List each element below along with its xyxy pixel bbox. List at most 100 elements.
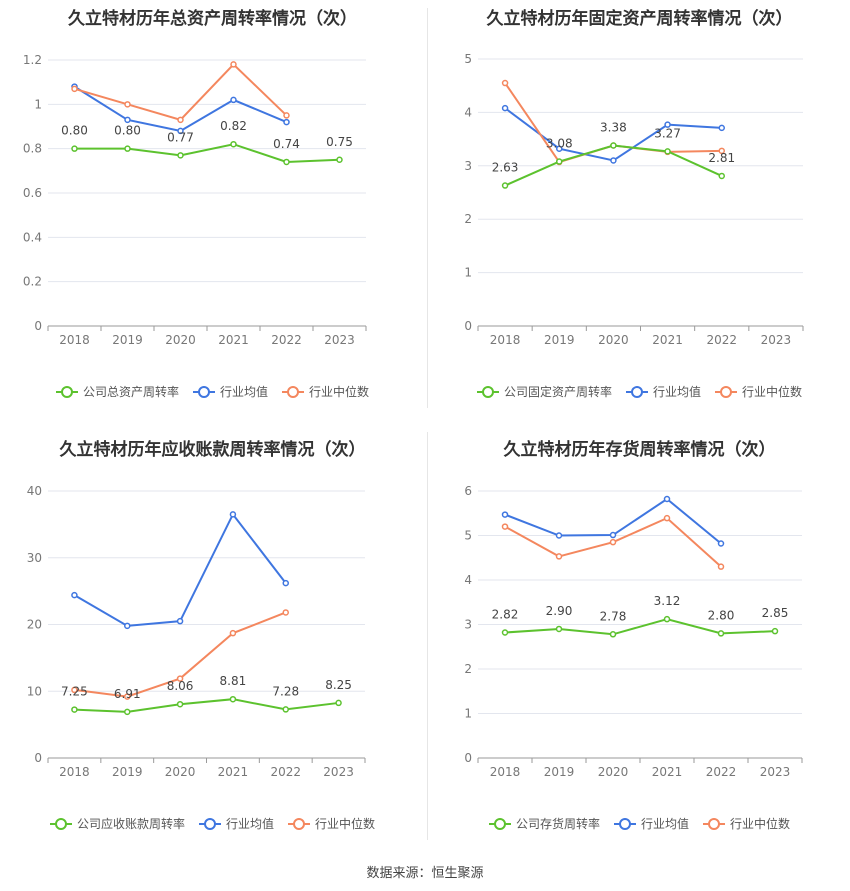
legend-label: 行业中位数 (309, 385, 370, 399)
legend-item[interactable]: 行业中位数 (703, 815, 790, 832)
data-point (501, 79, 509, 87)
data-point (609, 531, 617, 539)
series-line (73, 85, 287, 132)
y-tick-label: 4 (464, 573, 472, 587)
data-point (124, 708, 131, 716)
series-line (74, 143, 340, 163)
chart-title: 久立特材历年固定资产周转率情况（次） (486, 9, 793, 29)
data-label: 0.75 (326, 135, 353, 149)
data-point (718, 172, 725, 180)
x-tick-label: 2023 (761, 333, 792, 347)
data-point (336, 156, 343, 163)
legend-item[interactable]: 公司应收账款周转率 (49, 815, 185, 832)
legend-item[interactable]: 行业均值 (192, 383, 268, 400)
chart-legend: 公司总资产周转率 行业均值 行业中位数 (0, 383, 425, 400)
legend-marker (488, 817, 511, 830)
data-point (555, 532, 563, 539)
data-point (282, 579, 289, 587)
y-tick-label: 2 (464, 662, 472, 676)
chart-panel-inventory: 久立特材历年存货周转率情况（次） 0 1 2 3 4 5 6 2018 2019 2020 2021… (427, 432, 850, 864)
data-point (229, 695, 237, 703)
legend-item[interactable]: 行业均值 (613, 815, 689, 832)
chart-legend: 公司存货周转率 行业均值 行业中位数 (427, 815, 850, 832)
y-tick-label: 1 (34, 97, 42, 111)
legend-item[interactable]: 公司固定资产周转率 (476, 383, 612, 400)
data-label: 8.06 (167, 679, 194, 693)
data-point (501, 182, 509, 189)
data-point (501, 104, 509, 112)
chart-title: 久立特材历年应收账款周转率情况（次） (59, 440, 366, 460)
y-tick-label: 5 (464, 52, 472, 66)
chart-panel-total-assets: 久立特材历年总资产周转率情况（次） 0 0.2 0.4 0.6 0.8 1 1.2 2018 2… (0, 0, 425, 432)
x-tick-label: 2020 (598, 765, 629, 779)
data-label: 2.85 (762, 606, 789, 620)
data-point (664, 148, 671, 155)
chart-title: 久立特材历年存货周转率情况（次） (503, 440, 776, 460)
data-point (230, 140, 237, 148)
legend-item[interactable]: 行业中位数 (282, 383, 369, 400)
x-tick-label: 2023 (324, 333, 355, 347)
chart-legend: 公司应收账款周转率 行业均值 行业中位数 (0, 815, 425, 832)
data-point (283, 118, 290, 126)
y-tick-label: 0 (34, 751, 42, 765)
x-tick-label: 2020 (165, 333, 196, 347)
data-point (609, 631, 617, 638)
y-tick-label: 0.6 (23, 186, 42, 200)
legend-marker (476, 385, 499, 398)
legend-label: 行业均值 (652, 385, 701, 399)
legend-item[interactable]: 公司存货周转率 (488, 815, 600, 832)
legend-item[interactable]: 行业中位数 (715, 383, 802, 400)
x-tick-label: 2018 (59, 333, 90, 347)
x-tick-label: 2023 (323, 765, 354, 779)
x-tick-label: 2019 (112, 765, 143, 779)
legend-label: 行业中位数 (742, 385, 803, 399)
legend-label: 行业均值 (219, 385, 268, 399)
data-label: 3.08 (546, 137, 573, 151)
panel-divider (427, 432, 428, 840)
y-tick-label: 4 (464, 105, 472, 119)
data-point (124, 693, 131, 700)
y-tick-label: 0.8 (23, 142, 42, 156)
data-point (610, 157, 617, 164)
y-tick-label: 0.2 (23, 275, 42, 289)
legend-label: 行业中位数 (315, 817, 376, 831)
data-point (555, 625, 563, 633)
legend-item[interactable]: 公司总资产周转率 (55, 383, 179, 400)
data-point (663, 514, 671, 522)
legend-label: 行业中位数 (730, 817, 791, 831)
x-tick-label: 2019 (544, 333, 575, 347)
legend-marker (703, 817, 725, 830)
chart-plot: 0 10 20 30 40 2018 2019 2020 2021 2022 2023 7.25 6.9… (27, 484, 366, 779)
series-line (74, 63, 288, 121)
legend-item[interactable]: 行业均值 (625, 383, 701, 400)
x-tick-label: 2022 (706, 333, 737, 347)
data-point (71, 706, 78, 713)
data-point (124, 116, 131, 124)
legend-marker (198, 817, 221, 830)
data-point (556, 158, 563, 165)
x-tick-label: 2021 (218, 333, 249, 347)
data-point (282, 706, 289, 713)
y-tick-label: 6 (464, 484, 472, 498)
y-tick-label: 0 (464, 319, 472, 333)
chart-title: 久立特材历年总资产周转率情况（次） (68, 9, 357, 29)
data-point (663, 615, 671, 623)
legend-item[interactable]: 行业均值 (198, 815, 274, 832)
series-line (74, 698, 339, 713)
legend-item[interactable]: 行业中位数 (288, 815, 375, 832)
y-tick-label: 3 (464, 618, 472, 632)
chart-plot: 0 1 2 3 4 5 2018 2019 2020 2021 2022 2023 2.63 3.08 3.… (464, 52, 804, 347)
data-label: 0.74 (273, 137, 300, 151)
data-point (229, 511, 237, 518)
x-tick-label: 2018 (490, 333, 521, 347)
data-label: 0.80 (61, 124, 88, 138)
data-point (501, 523, 509, 530)
data-point (717, 563, 725, 570)
legend-label: 公司总资产周转率 (82, 385, 179, 399)
x-tick-label: 2021 (652, 333, 683, 347)
y-tick-label: 1.2 (23, 53, 42, 67)
chart-legend: 公司固定资产周转率 行业均值 行业中位数 (427, 383, 850, 400)
x-tick-label: 2018 (490, 765, 521, 779)
x-tick-label: 2018 (59, 765, 90, 779)
y-tick-label: 3 (464, 159, 472, 173)
